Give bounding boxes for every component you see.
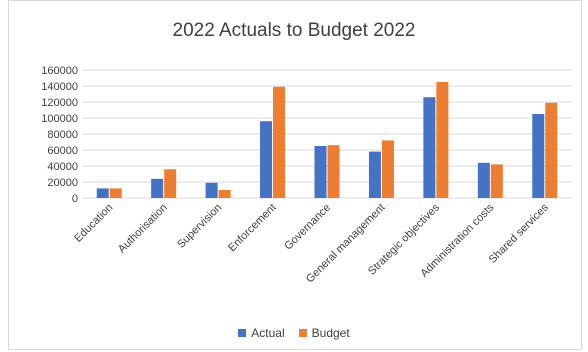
y-tick-label: 80000 <box>47 129 78 141</box>
bar-actual <box>96 188 109 198</box>
y-tick-label: 20000 <box>47 177 78 189</box>
bar-budget <box>436 82 449 198</box>
y-tick-label: 120000 <box>41 97 78 109</box>
bar-actual <box>477 162 490 198</box>
legend-item-actual: Actual <box>238 326 285 340</box>
bar-budget <box>218 190 231 198</box>
x-category-label: Governance <box>282 202 333 253</box>
legend-swatch-budget <box>298 329 307 337</box>
bar-budget <box>490 164 503 198</box>
bar-budget <box>109 188 122 198</box>
grid-layer <box>82 69 572 199</box>
bar-actual <box>151 178 164 198</box>
bar-budget <box>381 140 394 198</box>
x-category-label: Shared services <box>487 201 552 266</box>
chart-title: 2022 Actuals to Budget 2022 <box>172 20 416 41</box>
x-axis-categories: Education Authorisation Supervision Enforce… <box>72 201 551 285</box>
bar-budget <box>545 102 558 198</box>
y-tick-label: 160000 <box>41 65 78 77</box>
bar-budget <box>327 145 340 198</box>
legend-label-budget: Budget <box>311 326 350 340</box>
bar-actual <box>368 151 381 198</box>
y-tick-label: 100000 <box>41 113 78 125</box>
bar-actual <box>532 114 545 198</box>
legend-label-actual: Actual <box>251 326 285 340</box>
bar-actual <box>314 146 327 198</box>
bar-actual <box>260 121 273 198</box>
x-category-label: Education <box>72 202 115 245</box>
legend-swatch-actual <box>238 329 247 337</box>
legend-item-budget: Budget <box>298 326 350 340</box>
y-axis-ticks: 0 20000 40000 60000 80000 100000 120000 140000 1… <box>41 65 78 205</box>
y-tick-label: 140000 <box>41 81 78 93</box>
x-category-label: Supervision <box>175 202 224 251</box>
legend: Actual Budget <box>0 326 588 340</box>
y-tick-label: 60000 <box>47 145 78 157</box>
bar-actual <box>423 97 436 198</box>
y-tick-label: 40000 <box>47 161 78 173</box>
bar-layer <box>96 82 558 198</box>
y-tick-label: 0 <box>72 193 78 205</box>
bar-actual <box>205 182 218 198</box>
bar-budget <box>273 86 286 198</box>
x-category-label: Authorisation <box>116 202 170 256</box>
bar-budget <box>164 169 177 198</box>
x-category-label: Enforcement <box>226 202 279 255</box>
